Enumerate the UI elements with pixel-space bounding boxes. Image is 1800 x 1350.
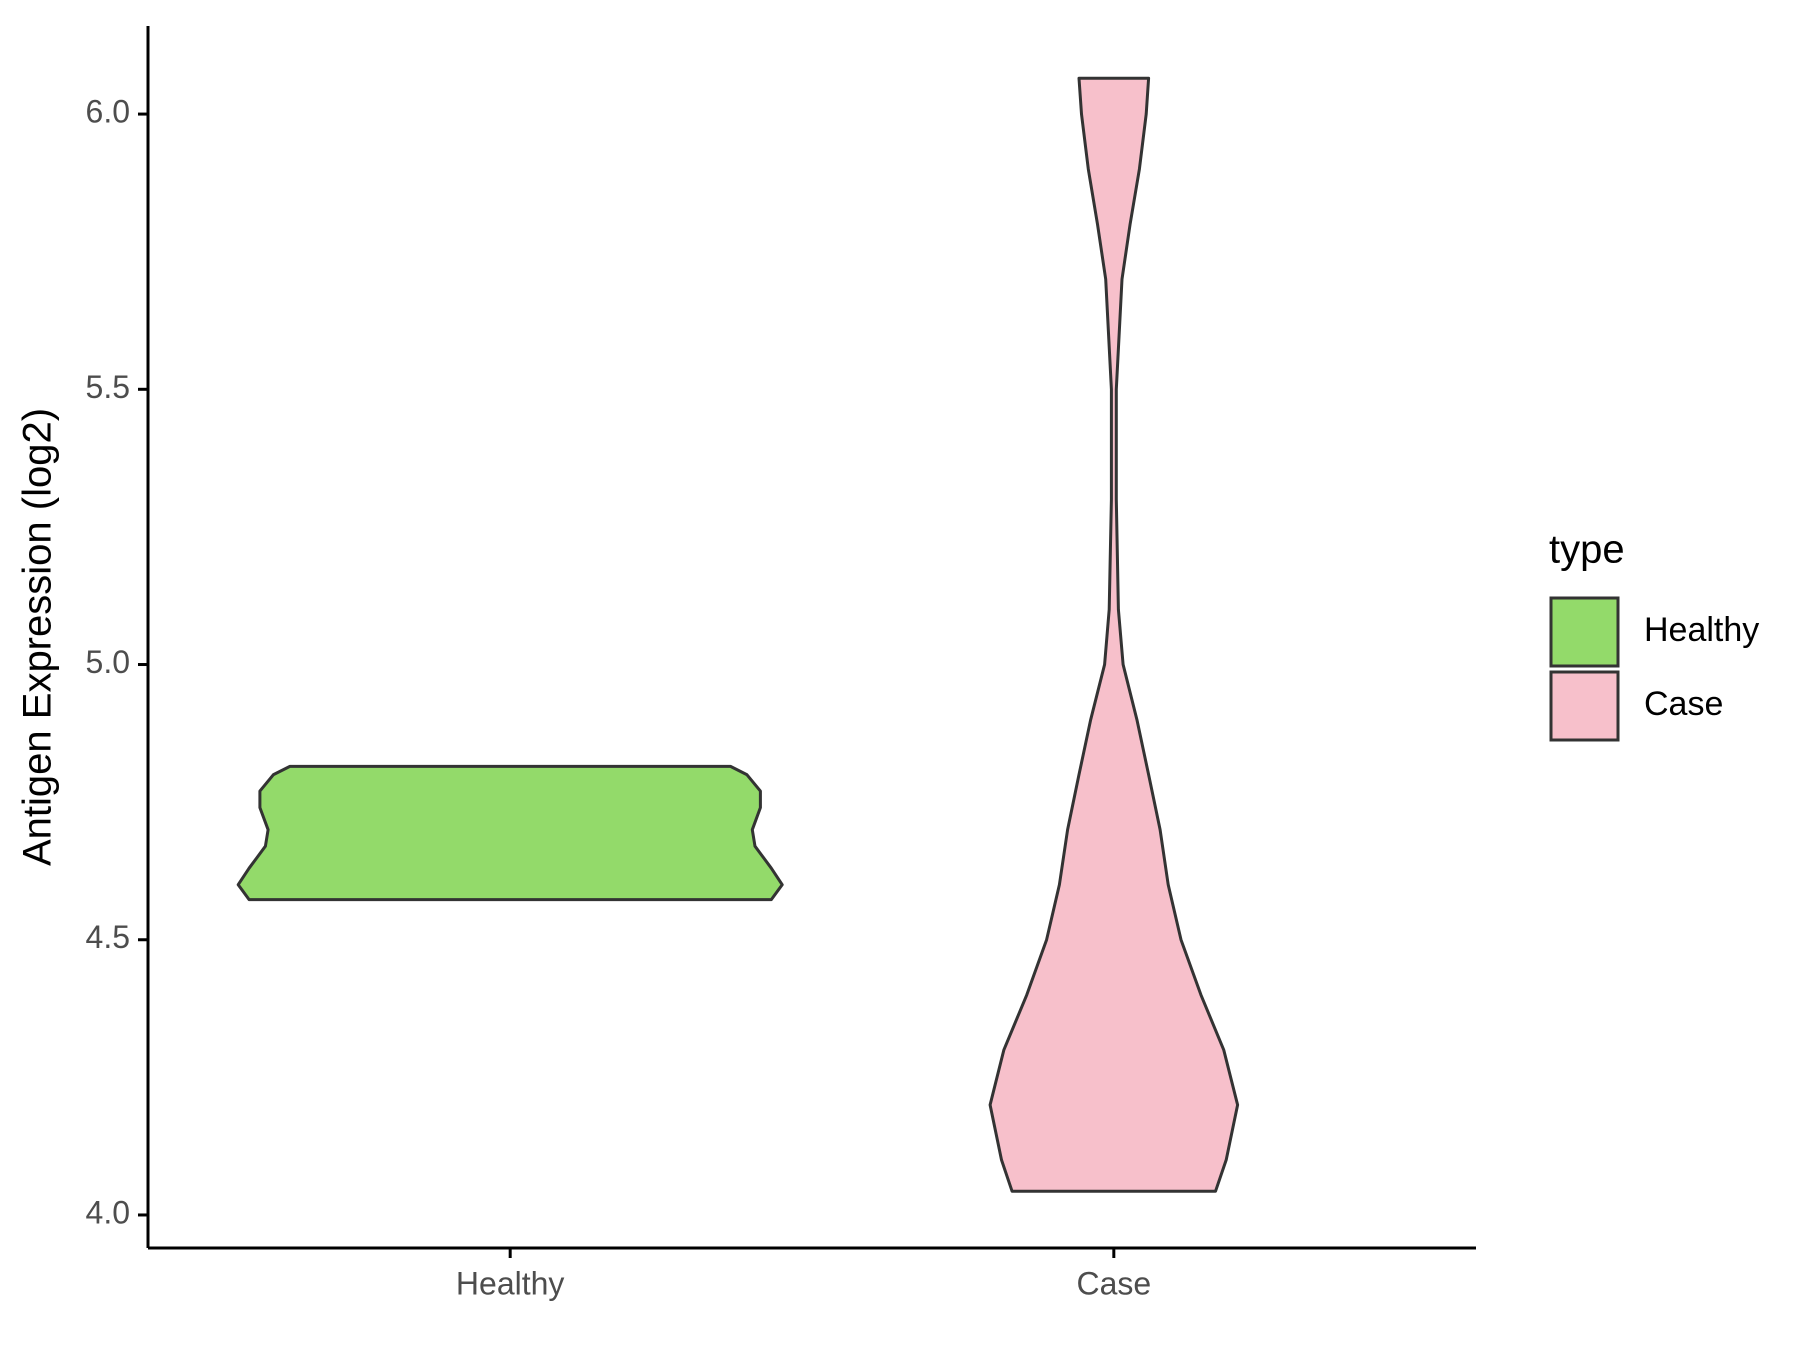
y-tick-label: 4.0 bbox=[86, 1194, 130, 1230]
y-tick-label: 5.0 bbox=[86, 644, 130, 680]
legend-title: type bbox=[1549, 528, 1625, 572]
y-tick-label: 6.0 bbox=[86, 94, 130, 130]
violin bbox=[988, 76, 1240, 1193]
y-tick-label: 5.5 bbox=[86, 369, 130, 405]
x-tick-label: Case bbox=[1076, 1265, 1151, 1301]
legend-key bbox=[1549, 670, 1620, 742]
y-axis-title: Antigen Expression (log2) bbox=[16, 408, 60, 866]
legend-key bbox=[1549, 596, 1620, 668]
x-tick-label: Healthy bbox=[456, 1265, 565, 1301]
violin bbox=[236, 764, 784, 902]
y-tick-label: 4.5 bbox=[86, 919, 130, 955]
legend-label: Healthy bbox=[1644, 611, 1759, 649]
legend-label: Case bbox=[1644, 685, 1723, 723]
